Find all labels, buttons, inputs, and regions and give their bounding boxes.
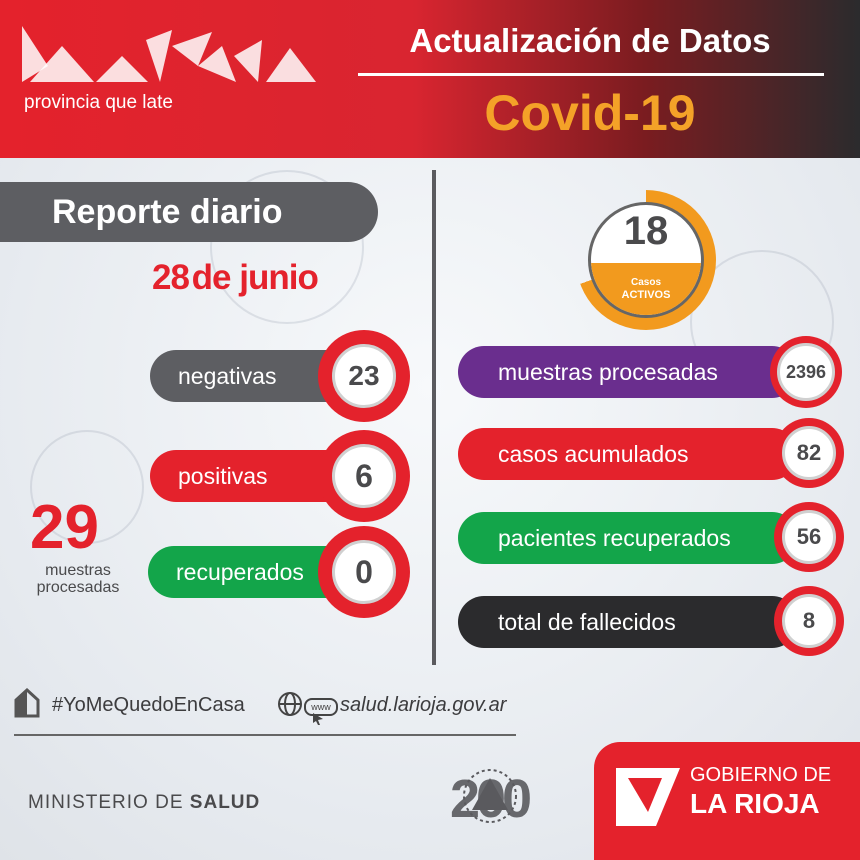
- active-cases-fill: [591, 263, 701, 315]
- anniversary-seal: [463, 769, 517, 823]
- date-day: 28: [152, 258, 190, 297]
- negativas-badge: 23: [318, 330, 410, 422]
- pacientes-recuperados-value: 56: [782, 510, 836, 564]
- casos-label: casos acumulados: [498, 441, 689, 467]
- logo-tagline: provincia que late: [24, 92, 173, 113]
- cursor-icon: [313, 713, 323, 725]
- active-cases-badge: 18 Casos ACTIVOS: [588, 202, 704, 318]
- home-icon: [14, 688, 40, 718]
- virus-decoration: [210, 170, 364, 324]
- positivas-badge: 6: [318, 430, 410, 522]
- fallecidos-value: 8: [782, 594, 836, 648]
- gobierno-logo-block: GOBIERNO DE LA RIOJA: [594, 742, 860, 860]
- samples-caption-line1: muestras: [45, 562, 111, 579]
- www-text: www: [311, 702, 331, 712]
- negativas-value: 23: [332, 344, 396, 408]
- positivas-value: 6: [332, 444, 396, 508]
- samples-caption-line2: procesadas: [36, 579, 120, 596]
- pacientes-recuperados-badge: 56: [774, 502, 844, 572]
- samples-caption: muestras procesadas: [18, 562, 138, 596]
- ministry-prefix: MINISTERIO DE: [28, 792, 190, 813]
- negativas-label: negativas: [178, 363, 277, 389]
- website-link[interactable]: salud.larioja.gov.ar: [340, 694, 507, 716]
- recuperados-label: recuperados: [176, 559, 304, 585]
- muestras-value: 2396: [777, 343, 835, 401]
- fallecidos-badge: 8: [774, 586, 844, 656]
- gobierno-line1: GOBIERNO DE: [690, 764, 832, 786]
- gobierno-logo-icon: [616, 768, 680, 826]
- footer-divider: [14, 734, 516, 736]
- pacientes-recuperados-label: pacientes recuperados: [498, 525, 731, 551]
- page-subtitle: Covid-19: [484, 85, 696, 141]
- active-cases-label-2: ACTIVOS: [621, 289, 671, 301]
- report-date: 28 de junio: [152, 258, 352, 298]
- casos-pill: casos acumulados: [458, 428, 798, 480]
- samples-total: 29: [30, 493, 99, 562]
- fallecidos-label: total de fallecidos: [498, 609, 676, 635]
- gobierno-line2: LA RIOJA: [690, 788, 820, 819]
- virus-decoration: [30, 430, 144, 544]
- casos-value: 82: [782, 426, 836, 480]
- active-cases-label-1: Casos: [630, 277, 661, 288]
- positivas-label: positivas: [178, 463, 268, 489]
- daily-report-label: Reporte diario: [0, 182, 378, 242]
- active-cases-value: 18: [623, 209, 669, 253]
- date-month: de junio: [191, 258, 319, 297]
- page-title: Actualización de Datos: [409, 22, 771, 59]
- title-underline: [358, 73, 824, 76]
- hashtag: #YoMeQuedoEnCasa: [52, 694, 245, 716]
- recuperados-value: 0: [332, 540, 396, 604]
- recuperados-badge: 0: [318, 526, 410, 618]
- ministry-label: MINISTERIO DE SALUD: [28, 792, 260, 814]
- la-rioja-logo: [22, 26, 316, 82]
- muestras-badge: 2396: [770, 336, 842, 408]
- www-badge: www: [304, 698, 338, 716]
- anniversary-number: 200: [449, 769, 532, 829]
- fallecidos-pill: total de fallecidos: [458, 596, 798, 648]
- ministry-bold: SALUD: [189, 792, 261, 813]
- casos-badge: 82: [774, 418, 844, 488]
- muestras-pill: muestras procesadas: [458, 346, 798, 398]
- muestras-label: muestras procesadas: [498, 359, 718, 385]
- column-divider: [432, 170, 436, 665]
- pacientes-recuperados-pill: pacientes recuperados: [458, 512, 798, 564]
- globe-icon: [278, 692, 302, 716]
- header-banner: provincia que late Actualización de Dato…: [0, 0, 860, 158]
